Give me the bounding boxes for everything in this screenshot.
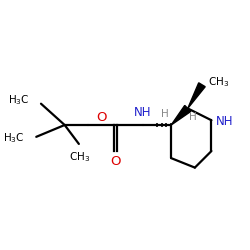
- Text: CH$_3$: CH$_3$: [70, 150, 91, 164]
- Text: H: H: [161, 109, 169, 119]
- Text: NH: NH: [134, 106, 152, 119]
- Text: NH: NH: [216, 115, 234, 128]
- Polygon shape: [188, 83, 205, 108]
- Polygon shape: [171, 106, 191, 125]
- Text: H$_3$C: H$_3$C: [8, 93, 29, 107]
- Text: CH$_3$: CH$_3$: [208, 76, 229, 89]
- Text: H$_3$C: H$_3$C: [3, 131, 25, 145]
- Text: H: H: [189, 112, 197, 122]
- Text: O: O: [110, 154, 121, 168]
- Text: O: O: [96, 111, 106, 124]
